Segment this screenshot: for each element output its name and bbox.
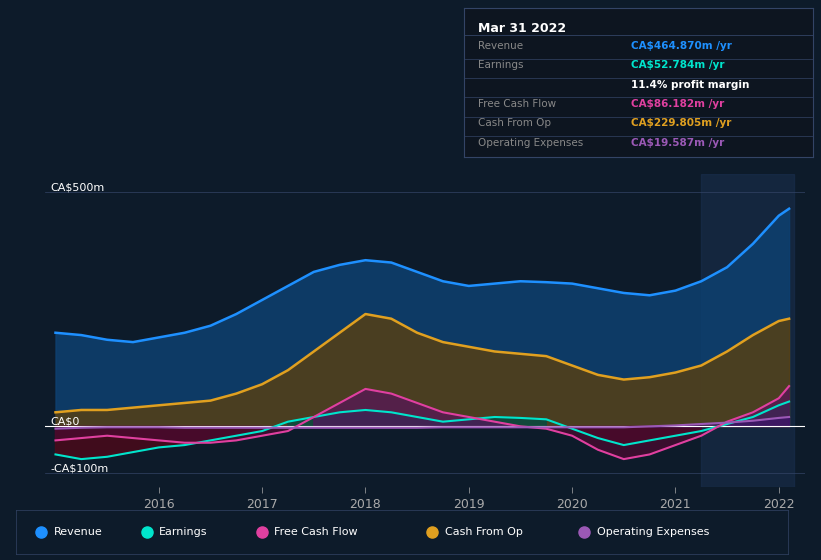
Text: Revenue: Revenue — [53, 527, 102, 537]
Text: Earnings: Earnings — [478, 60, 523, 71]
Text: Cash From Op: Cash From Op — [478, 118, 551, 128]
Text: Operating Expenses: Operating Expenses — [597, 527, 709, 537]
Text: Cash From Op: Cash From Op — [445, 527, 523, 537]
Text: Free Cash Flow: Free Cash Flow — [478, 99, 556, 109]
Text: Mar 31 2022: Mar 31 2022 — [478, 22, 566, 35]
Text: CA$229.805m /yr: CA$229.805m /yr — [631, 118, 732, 128]
Text: Earnings: Earnings — [159, 527, 208, 537]
Text: Free Cash Flow: Free Cash Flow — [274, 527, 358, 537]
Text: CA$464.870m /yr: CA$464.870m /yr — [631, 41, 732, 51]
Text: 11.4% profit margin: 11.4% profit margin — [631, 80, 750, 90]
Text: CA$500m: CA$500m — [50, 183, 104, 192]
Text: Operating Expenses: Operating Expenses — [478, 138, 583, 147]
Text: CA$0: CA$0 — [50, 416, 80, 426]
Text: CA$86.182m /yr: CA$86.182m /yr — [631, 99, 725, 109]
Text: CA$52.784m /yr: CA$52.784m /yr — [631, 60, 725, 71]
Text: Revenue: Revenue — [478, 41, 523, 51]
Text: -CA$100m: -CA$100m — [50, 463, 108, 473]
Bar — [701, 174, 794, 487]
Text: CA$19.587m /yr: CA$19.587m /yr — [631, 138, 725, 147]
